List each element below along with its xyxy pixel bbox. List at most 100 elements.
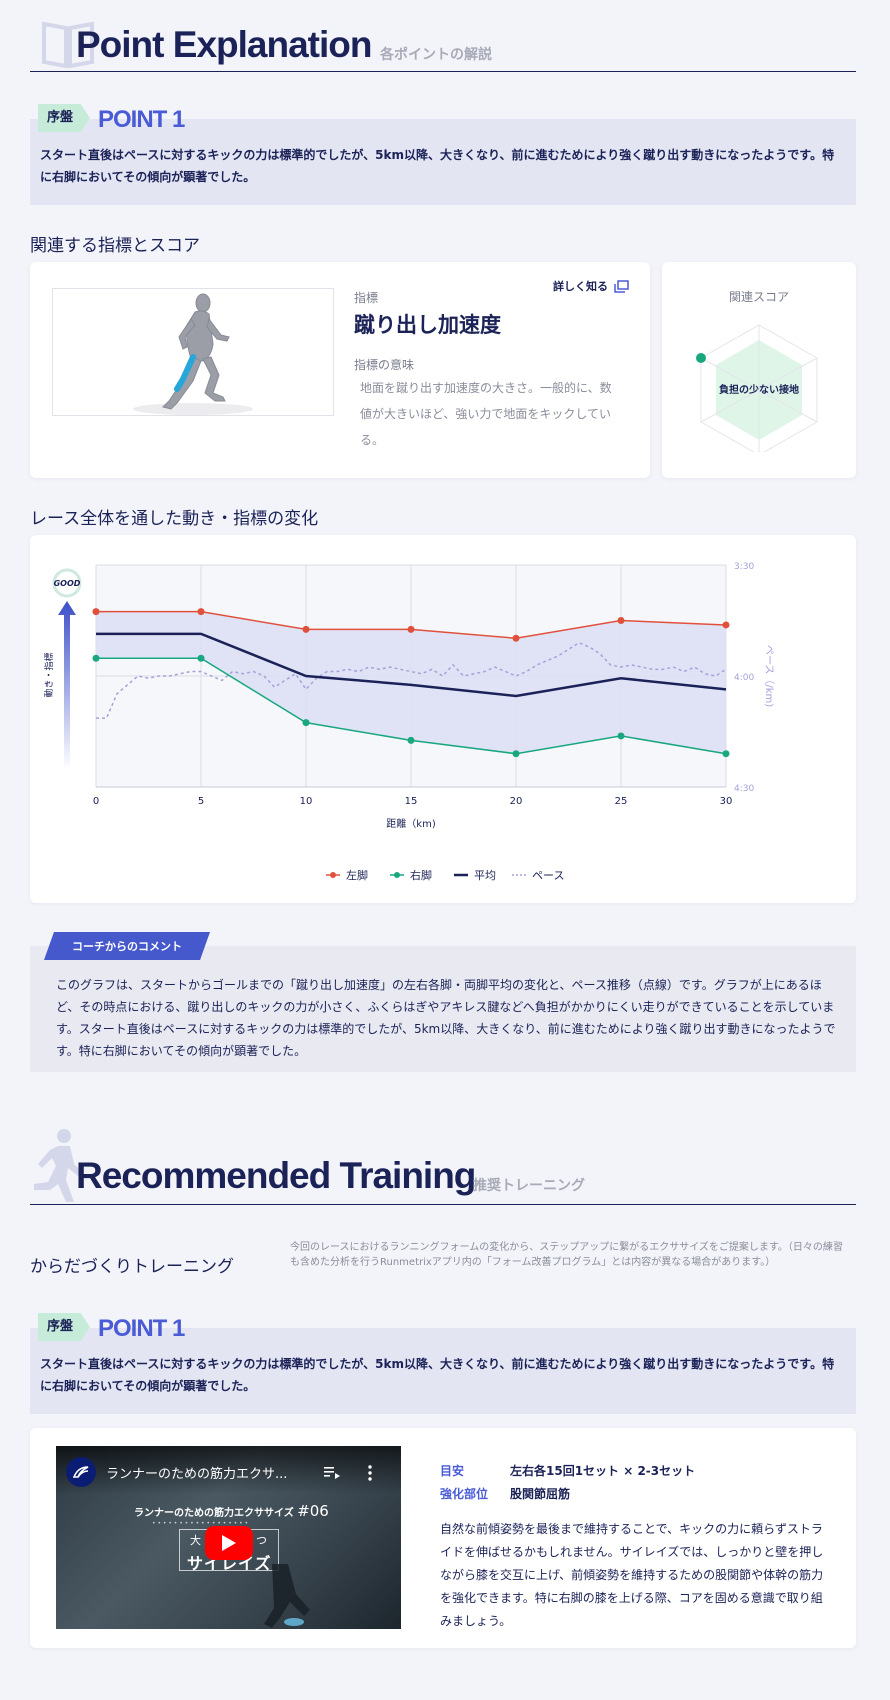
video-dots: • • • • • • • • • • • • • • • • • • xyxy=(152,1520,249,1527)
metric-caption: 指標 xyxy=(354,291,379,305)
training-subtitle: 推奨トレーニング xyxy=(473,1178,585,1194)
training-header: Recommended Training 推奨トレーニング xyxy=(30,1126,856,1205)
meaning-caption: 指標の意味 xyxy=(354,358,415,372)
training-heading: からだづくりトレーニング xyxy=(30,1257,234,1277)
x-tick-label: 25 xyxy=(615,796,628,807)
x-tick-label: 20 xyxy=(510,796,523,807)
metric-name: 蹴り出し加速度 xyxy=(354,313,501,337)
legend-label: 左脚 xyxy=(346,868,368,882)
more-options-icon[interactable] xyxy=(368,1465,372,1481)
data-point xyxy=(512,750,520,758)
series-line-2 xyxy=(96,632,727,698)
target-value: 左右各15回1セット × 2-3セット xyxy=(510,1464,696,1478)
play-icon xyxy=(222,1535,236,1551)
training-description: 自然な前傾姿勢を最後まで維持することで、キックの力に頼らずストライドを伸ばせるか… xyxy=(440,1522,824,1628)
point-text: スタート直後はペースに対するキックの力は標準的でしたが、5km以降、大きくなり、… xyxy=(40,148,835,184)
part-label: 強化部位 xyxy=(440,1487,489,1501)
data-point xyxy=(302,625,310,633)
x-axis-label: 距離（km) xyxy=(386,817,436,830)
book-icon xyxy=(42,21,94,68)
running-person-icon xyxy=(34,1129,82,1202)
external-window-icon xyxy=(614,279,629,293)
score-radar xyxy=(696,324,818,452)
explanation-title: Point Explanation xyxy=(76,24,372,65)
left-axis-label: 動き・指標 xyxy=(43,652,55,697)
video-name: サイレイズ xyxy=(187,1554,272,1573)
data-point xyxy=(407,736,415,744)
line-chart: 0 5 10 15 20 25 30 距離（km) 3:30 4:00 4:30 ペース（/km) GO… xyxy=(43,562,775,882)
data-point xyxy=(92,608,100,616)
data-point xyxy=(617,732,625,740)
play-button[interactable] xyxy=(205,1526,253,1560)
target-label: 目安 xyxy=(440,1464,465,1478)
learn-more-link[interactable]: 詳しく知る xyxy=(553,278,629,294)
data-point xyxy=(197,608,205,616)
point-number: POINT 1 xyxy=(98,106,185,133)
data-point xyxy=(617,617,625,624)
right-tick-label: 4:30 xyxy=(734,784,754,794)
video-player[interactable]: ランナーのための筋力エクサ... ランナーのための筋力エクササイズ #06 • … xyxy=(56,1446,401,1629)
x-tick-label: 0 xyxy=(93,796,99,807)
part-value: 股関節屈筋 xyxy=(510,1487,571,1501)
range-band xyxy=(96,611,726,754)
score-title: 関連スコア xyxy=(728,290,789,304)
training-title: Recommended Training xyxy=(76,1155,476,1196)
coach-tag: コーチからのコメント xyxy=(44,932,210,960)
brand-logo-icon xyxy=(72,1466,89,1478)
runner-image xyxy=(52,288,334,416)
video-caption: ランナーのための筋力エクササイズ #06 xyxy=(134,1502,329,1520)
explanation-header: Point Explanation 各ポイントの解説 xyxy=(30,14,856,72)
metric-card: 指標 蹴り出し加速度 詳しく知る 指標の意味 地面を蹴り出す加速度の大きさ。一般… xyxy=(30,262,650,478)
training-note: 今回のレースにおけるランニングフォームの変化から、ステップアップに繋がるエクササ… xyxy=(290,1242,843,1268)
legend-dot xyxy=(330,872,336,878)
learn-more-label: 詳しく知る xyxy=(553,280,608,293)
channel-avatar[interactable] xyxy=(66,1457,96,1487)
header-rule xyxy=(30,71,856,72)
point-box: スタート直後はペースに対するキックの力は標準的でしたが、5km以降、大きくなり、… xyxy=(30,119,856,205)
score-label: 負担の少ない接地 xyxy=(719,385,799,396)
legend-label: ペース xyxy=(532,869,564,882)
x-tick-label: 5 xyxy=(198,796,204,807)
good-arrow xyxy=(58,601,76,769)
queue-icon[interactable] xyxy=(324,1466,340,1480)
pace-line xyxy=(96,641,727,719)
training-point-number: POINT 1 xyxy=(98,1315,185,1342)
data-point xyxy=(302,719,310,727)
training-point-box: スタート直後はペースに対するキックの力は標準的でしたが、5km以降、大きくなり、… xyxy=(30,1328,856,1414)
coach-tag-label: コーチからのコメント xyxy=(72,940,182,953)
coach-box: このグラフは、スタートからゴールまでの「蹴り出し加速度」の左右各脚・両脚平均の変… xyxy=(30,946,856,1072)
good-badge xyxy=(52,568,82,598)
data-point xyxy=(722,750,730,758)
right-axis-label: ペース（/km) xyxy=(763,645,775,707)
video-runner-figure xyxy=(264,1564,310,1628)
data-point xyxy=(407,625,415,633)
data-point xyxy=(197,654,205,662)
right-tick-label: 3:30 xyxy=(734,562,754,572)
training-rule xyxy=(30,1204,856,1205)
x-tick-label: 10 xyxy=(300,796,313,807)
good-label: GOOD xyxy=(54,579,81,588)
data-point xyxy=(92,654,100,662)
coach-text: このグラフは、スタートからゴールまでの「蹴り出し加速度」の左右各脚・両脚平均の変… xyxy=(56,978,836,1058)
training-phase-tag: 序盤 xyxy=(38,1313,90,1341)
chart-heading: レース全体を通した動き・指標の変化 xyxy=(30,509,319,529)
video-episode: #06 xyxy=(297,1502,329,1520)
legend-label: 右脚 xyxy=(410,868,432,882)
video-caption-text: ランナーのための筋力エクササイズ xyxy=(134,1508,294,1519)
meaning-text: 地面を蹴り出す加速度の大きさ。一般的に、数値が大きいほど、強い力で地面をキックし… xyxy=(360,381,612,447)
data-point xyxy=(512,634,520,642)
legend-dot xyxy=(394,872,400,878)
training-point-text: スタート直後はペースに対するキックの力は標準的でしたが、5km以降、大きくなり、… xyxy=(40,1357,835,1393)
video-title[interactable]: ランナーのための筋力エクサ... xyxy=(106,1467,288,1482)
x-tick-label: 15 xyxy=(405,796,418,807)
training-card: ランナーのための筋力エクサ... ランナーのための筋力エクササイズ #06 • … xyxy=(30,1428,856,1648)
x-tick-label: 30 xyxy=(720,796,733,807)
right-tick-label: 4:00 xyxy=(734,673,754,683)
video-shade xyxy=(56,1446,401,1494)
related-heading: 関連する指標とスコア xyxy=(30,236,200,256)
video-blurb: 大 つ xyxy=(190,1534,267,1547)
data-point xyxy=(722,621,730,629)
legend-label: 平均 xyxy=(474,869,496,882)
explanation-subtitle: 各ポイントの解説 xyxy=(380,47,492,63)
score-card: 関連スコア 負担の少ない接地 xyxy=(662,262,856,478)
